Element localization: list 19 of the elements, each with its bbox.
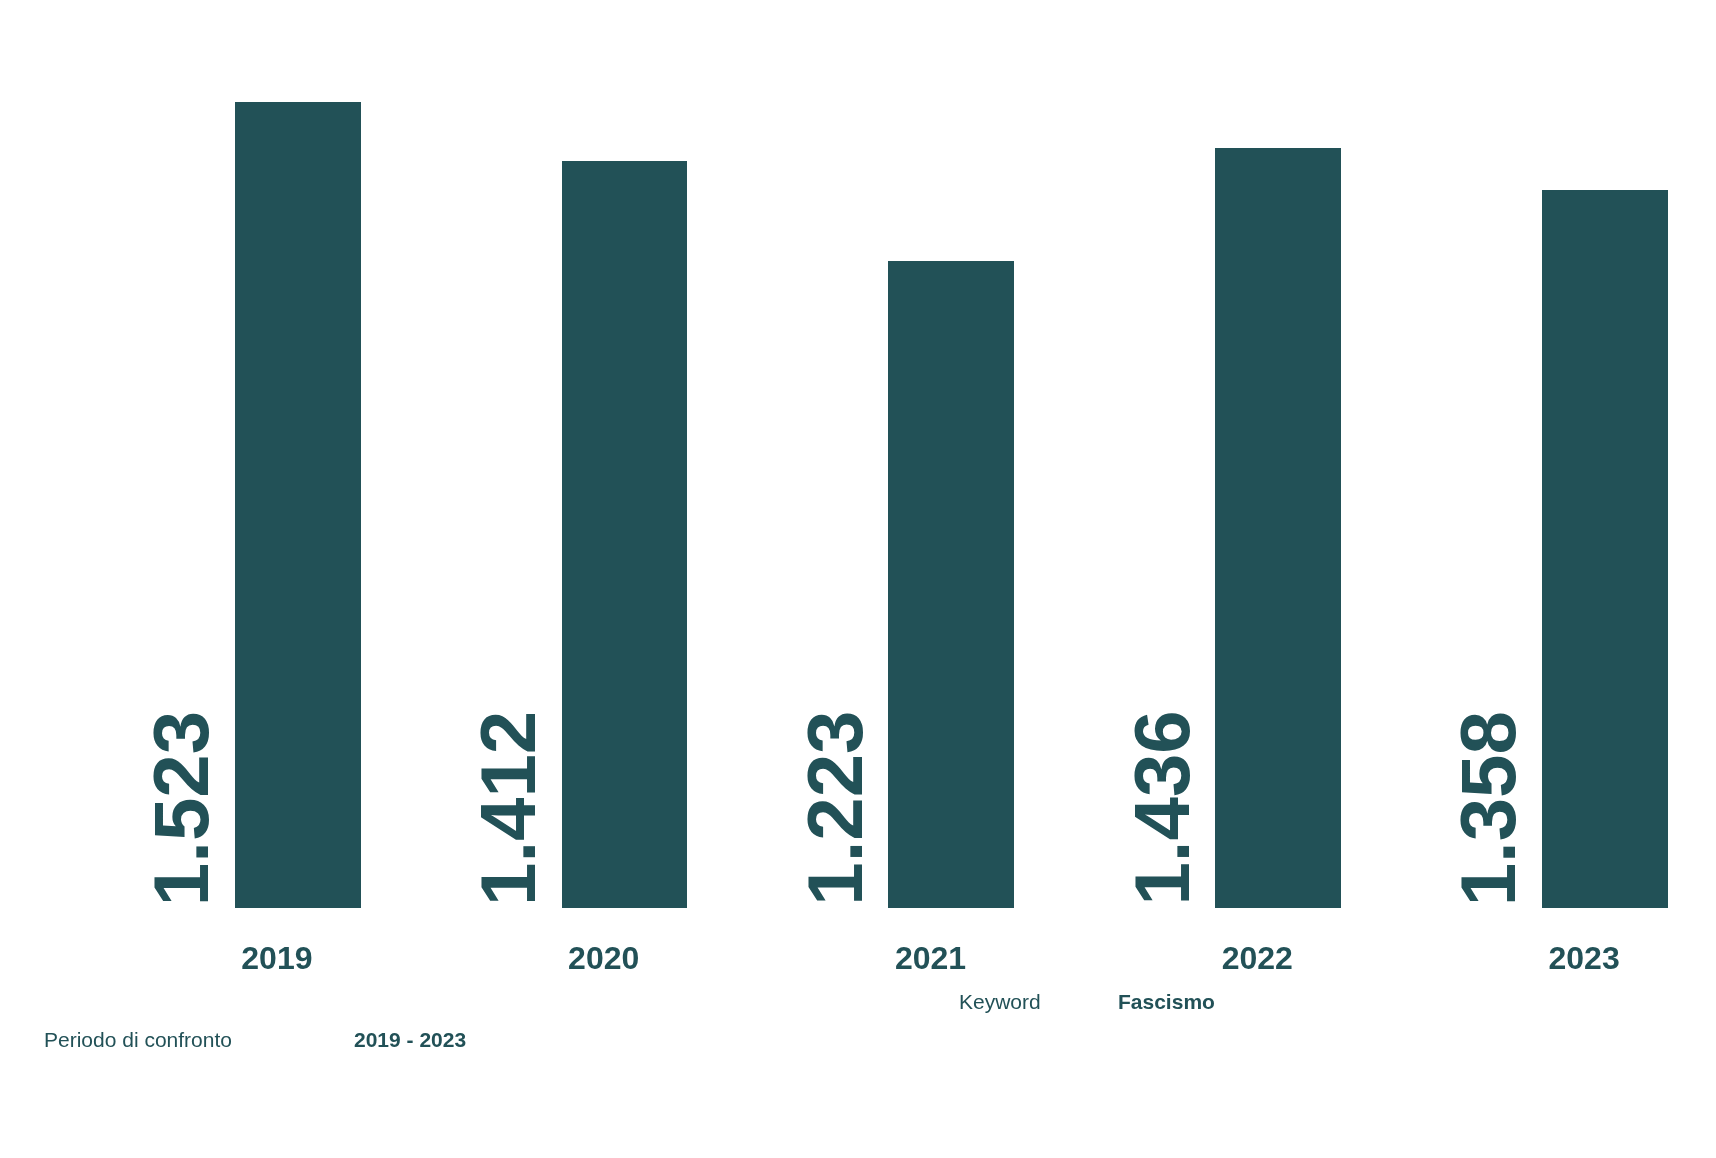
data-label: 1.412: [463, 710, 552, 906]
data-label: 1.436: [1117, 710, 1206, 906]
data-label: 1.358: [1444, 711, 1533, 907]
bar: [1542, 190, 1668, 908]
text: Periodo di confronto: [44, 1028, 232, 1051]
data-label: 1.223: [790, 710, 879, 906]
text: Fascismo: [1118, 990, 1215, 1013]
bar: [235, 102, 361, 908]
x-tick-label: 2022: [1221, 940, 1293, 976]
x-tick-label: 2020: [568, 940, 640, 976]
text: 2019 - 2023: [354, 1028, 467, 1051]
text: Keyword: [959, 990, 1041, 1013]
bar: [562, 161, 687, 908]
data-label: 1.523: [137, 710, 226, 907]
x-tick-label: 2021: [894, 940, 967, 976]
bar: [1215, 148, 1341, 908]
x-tick-label: 2019: [241, 940, 313, 976]
x-tick-label: 2023: [1548, 940, 1620, 976]
bar: [888, 261, 1014, 908]
